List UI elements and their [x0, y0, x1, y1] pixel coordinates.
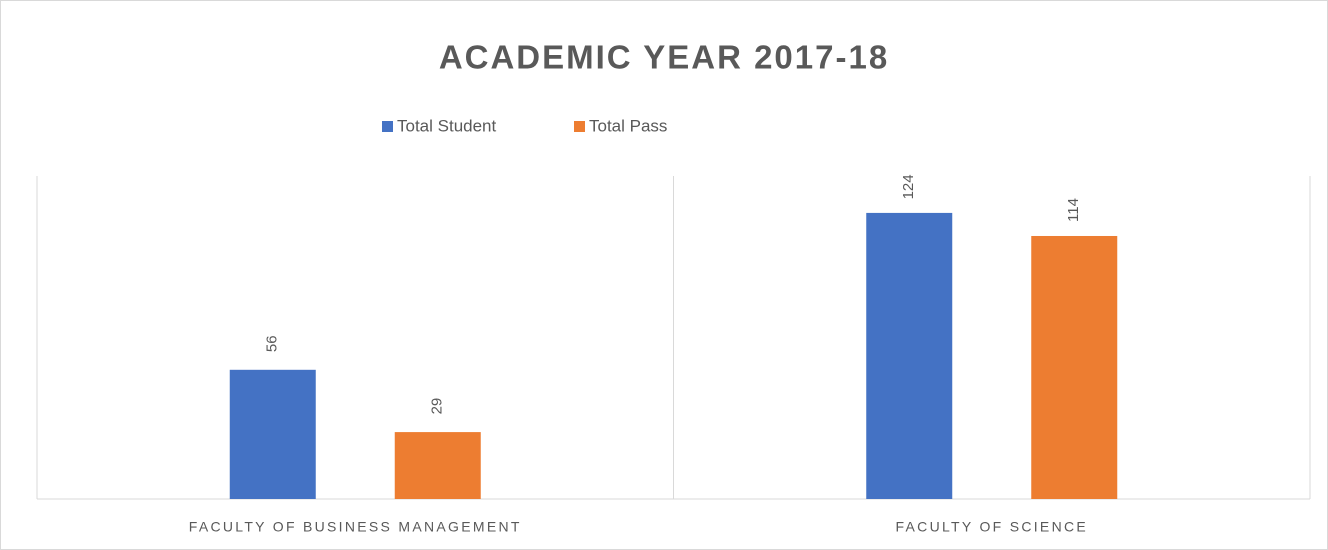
- legend-swatch: [382, 121, 393, 132]
- bar: [1031, 235, 1118, 499]
- legend-label: Total Pass: [589, 116, 667, 135]
- legend-swatch: [574, 121, 585, 132]
- bar: [229, 369, 316, 499]
- data-label: 29: [429, 398, 446, 415]
- data-label: 56: [264, 335, 281, 352]
- x-tick-label: FACULTY OF SCIENCE: [895, 519, 1088, 535]
- x-tick-label: FACULTY OF BUSINESS MANAGEMENT: [189, 519, 522, 535]
- data-label: 124: [900, 174, 917, 199]
- chart-title: ACADEMIC YEAR 2017-18: [439, 39, 889, 76]
- bar: [866, 212, 953, 499]
- bar: [394, 432, 481, 499]
- data-label: 114: [1065, 198, 1082, 222]
- legend-label: Total Student: [397, 116, 497, 135]
